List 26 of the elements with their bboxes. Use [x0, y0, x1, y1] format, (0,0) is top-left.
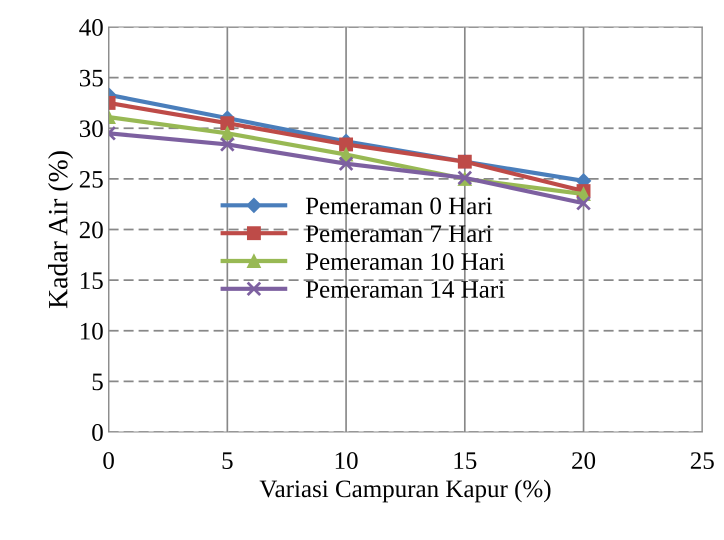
- y-tick-label: 40: [79, 19, 103, 36]
- y-tick-label: 5: [92, 374, 103, 390]
- y-axis-title: Kadar Air (%): [48, 151, 74, 308]
- y-tick-label: 30: [80, 120, 103, 138]
- legend-label: Pemeraman 0 Hari: [306, 197, 492, 214]
- y-tick-label: 0: [92, 424, 103, 441]
- x-tick-label: 15: [454, 452, 476, 470]
- x-tick-label: 25: [690, 452, 714, 470]
- y-tick-label: 35: [80, 70, 103, 87]
- legend-label: Pemeraman 14 Hari: [306, 281, 505, 298]
- y-tick-label: 15: [80, 272, 103, 290]
- point: [339, 138, 354, 152]
- y-tick-label: 25: [80, 170, 103, 188]
- point: [338, 156, 354, 172]
- point: [220, 116, 234, 130]
- x-tick-label: 10: [336, 452, 358, 470]
- x-tick-label: 0: [103, 452, 114, 470]
- y-tick-label: 10: [80, 322, 103, 340]
- x-axis-title: Variasi Campuran Kapur (%): [260, 480, 550, 502]
- legend-label: Pemeraman 10 Hari: [306, 253, 505, 270]
- point: [220, 136, 235, 152]
- legend-label: Pemeraman 7 Hari: [306, 225, 492, 242]
- point: [576, 196, 592, 211]
- y-tick-label: 20: [80, 222, 103, 238]
- x-tick-label: 20: [572, 452, 596, 470]
- x-tick-label: 5: [222, 452, 233, 470]
